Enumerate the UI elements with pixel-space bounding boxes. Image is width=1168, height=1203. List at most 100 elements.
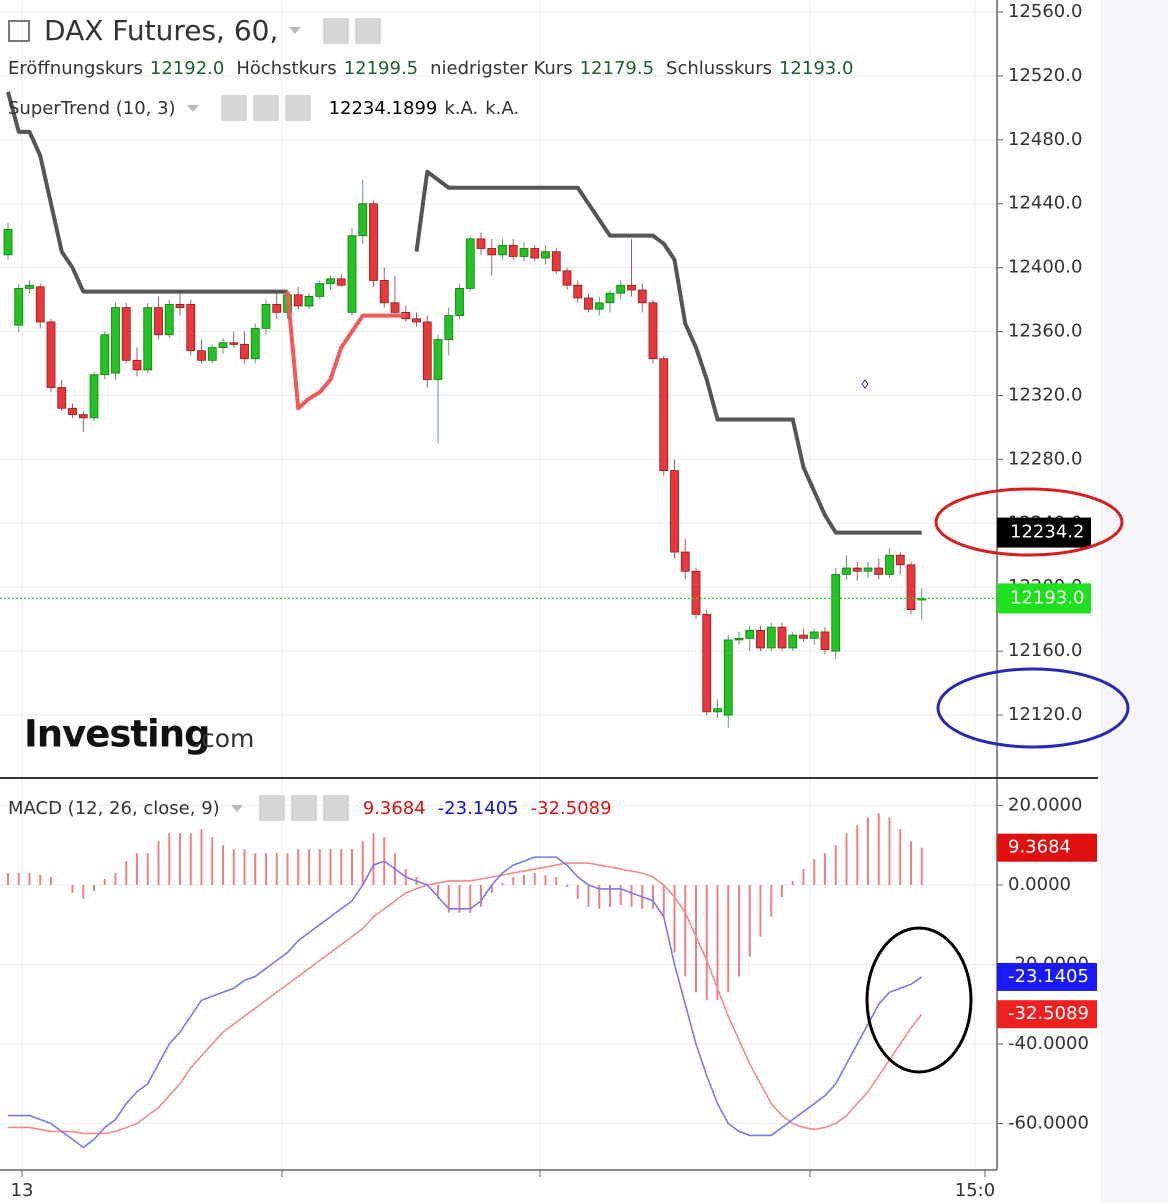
value-badge [997,833,1097,862]
candle-body [261,303,271,329]
candle-body [132,359,142,371]
candle-body [78,414,88,419]
candle-body [412,318,421,323]
candle-body [455,288,464,316]
legend-label: Schlusskurs [666,58,772,79]
value-badge-label: 9.3684 [1008,837,1071,858]
supertrend-line [6,91,922,535]
candle-body [616,284,626,294]
eye-icon[interactable] [258,795,285,821]
candle-body [713,708,722,713]
candle-body [14,288,24,326]
x-tick-label: 13 [11,1180,34,1201]
candle-body [293,294,303,307]
candle-body [186,303,196,352]
eye-icon[interactable] [220,95,247,121]
y-tick-label: 12440.0 [1008,193,1082,214]
candle-body [734,637,744,641]
indicator-value: 9.3684 [362,797,426,819]
eye-icon[interactable] [323,17,350,44]
candle-body [89,374,99,419]
candle-body [272,303,282,313]
candle-body [218,342,228,348]
candle-body [422,321,432,380]
macd-line [8,856,923,1149]
candle-body [498,244,507,256]
candle-body [111,307,120,374]
candle-body [35,286,45,323]
close-icon[interactable] [284,95,311,121]
candle-body [863,567,873,572]
candle-body [304,296,314,307]
candle-body [820,631,830,650]
dropdown[interactable] [289,27,302,34]
value-badge [997,1000,1097,1029]
candle-body [369,203,378,281]
y-tick-label: -60.0000 [1008,1112,1089,1133]
candle-body [874,567,884,575]
gear-icon[interactable] [252,95,279,121]
candle-body [100,334,110,376]
ohlc-legend: Eröffnungskurs 12192.0 Höchstkurs 12199.5 … [8,58,860,79]
candle-body [207,347,217,361]
y-tick-label: 12520.0 [1008,65,1082,86]
y-tick-label: -40.0000 [1008,1033,1089,1054]
candle-body [433,339,443,380]
candle-body [25,284,34,289]
candle-body [648,302,658,360]
annotation-circle [936,667,1130,749]
candle-body [541,251,550,259]
dropdown[interactable] [230,804,243,812]
indicator-value: 12234.1899 [328,97,438,119]
candle-body [573,284,583,299]
gear-icon[interactable] [290,795,317,821]
candle-body [551,251,561,272]
candle-body [229,342,239,345]
candle-body [777,626,787,649]
annotation-circle [934,487,1124,557]
candle-body [680,551,690,572]
legend-value: 12179.5 [579,58,655,79]
value-badge-label: -32.5089 [1008,1003,1089,1024]
candle-body [519,248,529,257]
legend-value: 12193.0 [778,58,854,79]
y-tick-label: 0.0000 [1008,874,1071,895]
candle-body [659,358,669,471]
candle-body [885,554,894,575]
candle-body [487,248,497,256]
legend-label: Höchstkurs [236,58,337,79]
candle-body [906,564,916,610]
y-tick-label: 12400.0 [1008,257,1082,278]
y-tick-label: 12360.0 [1008,321,1082,342]
candle-body [895,554,905,566]
indicator-value: -32.5089 [530,797,612,819]
candle-body [508,244,518,257]
legend-label: Eröffnungskurs [8,58,143,79]
candle-body [766,626,776,649]
candle-body [723,639,733,716]
y-tick-label: 20.0000 [1008,794,1082,815]
legend-label: niedrigster Kurs [430,58,573,79]
supertrend-line [285,291,406,411]
close-icon[interactable] [322,795,349,821]
y-tick-label: 12320.0 [1008,384,1082,405]
chart-header: DAX Futures, 60, [8,14,387,47]
collapse-icon[interactable] [8,19,30,42]
gear-icon[interactable] [355,17,382,44]
candle-body [240,343,249,360]
value-badge [997,962,1097,991]
candle-body [637,289,647,304]
indicator-value: -23.1405 [437,797,519,819]
candle-body [476,238,486,249]
candle-body [336,278,346,286]
y-tick-label: 12280.0 [1008,448,1082,469]
candle-body [756,629,765,649]
logo-suffix: .com [193,724,254,753]
indicator-title: SuperTrend (10, 3) [8,97,176,119]
candle-body [702,613,712,713]
candle-body [46,321,56,388]
x-tick-label: 15:0 [955,1180,995,1201]
candle-body [143,307,153,371]
dropdown[interactable] [186,104,199,112]
